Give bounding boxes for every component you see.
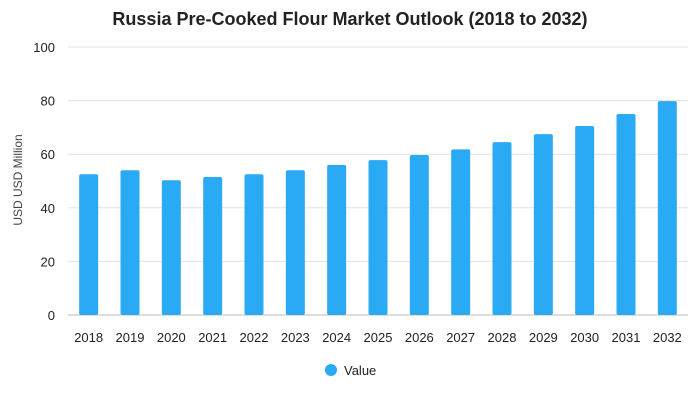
x-tick-label: 2021: [198, 330, 227, 345]
y-tick-label: 20: [41, 254, 55, 269]
bar-2032[interactable]: [657, 101, 677, 315]
bar-2025[interactable]: [368, 160, 388, 315]
x-tick-label: 2030: [570, 330, 599, 345]
bar-2030[interactable]: [575, 126, 595, 315]
bar-2023[interactable]: [285, 170, 305, 315]
legend[interactable]: Value: [325, 363, 376, 378]
bar-2019[interactable]: [120, 170, 140, 315]
bar-2029[interactable]: [533, 134, 553, 315]
x-tick-label: 2020: [157, 330, 186, 345]
x-tick-label: 2029: [529, 330, 558, 345]
bar-2021[interactable]: [203, 176, 223, 315]
x-tick-label: 2025: [364, 330, 393, 345]
x-tick-label: 2019: [116, 330, 145, 345]
x-tick-label: 2024: [322, 330, 351, 345]
y-tick-label: 0: [48, 308, 55, 323]
chart-title: Russia Pre-Cooked Flour Market Outlook (…: [112, 9, 587, 29]
bar-2027[interactable]: [451, 149, 471, 315]
y-tick-label: 40: [41, 201, 55, 216]
x-axis-ticks: 2018 2019 2020 2021 2022 2023 2024 2025 2026 2027…: [74, 330, 682, 345]
x-tick-label: 2018: [74, 330, 103, 345]
bar-2022[interactable]: [244, 174, 264, 315]
legend-label: Value: [344, 363, 376, 378]
legend-marker: [325, 364, 337, 376]
bar-2026[interactable]: [409, 155, 429, 315]
x-tick-label: 2026: [405, 330, 434, 345]
y-axis-ticks: 0 20 40 60 80 100: [33, 40, 55, 323]
bars: [79, 101, 677, 315]
y-axis-label: USD USD Million: [11, 134, 25, 225]
bar-2028[interactable]: [492, 142, 512, 315]
x-tick-label: 2028: [488, 330, 517, 345]
x-tick-label: 2031: [612, 330, 641, 345]
x-tick-label: 2027: [446, 330, 475, 345]
bar-2024[interactable]: [327, 164, 347, 315]
bar-2020[interactable]: [161, 180, 181, 315]
y-tick-label: 60: [41, 147, 55, 162]
bar-2031[interactable]: [616, 114, 636, 315]
y-tick-label: 80: [41, 94, 55, 109]
x-tick-label: 2022: [240, 330, 269, 345]
y-tick-label: 100: [33, 40, 55, 55]
bar-2018[interactable]: [79, 174, 99, 315]
x-tick-label: 2032: [653, 330, 682, 345]
x-tick-label: 2023: [281, 330, 310, 345]
